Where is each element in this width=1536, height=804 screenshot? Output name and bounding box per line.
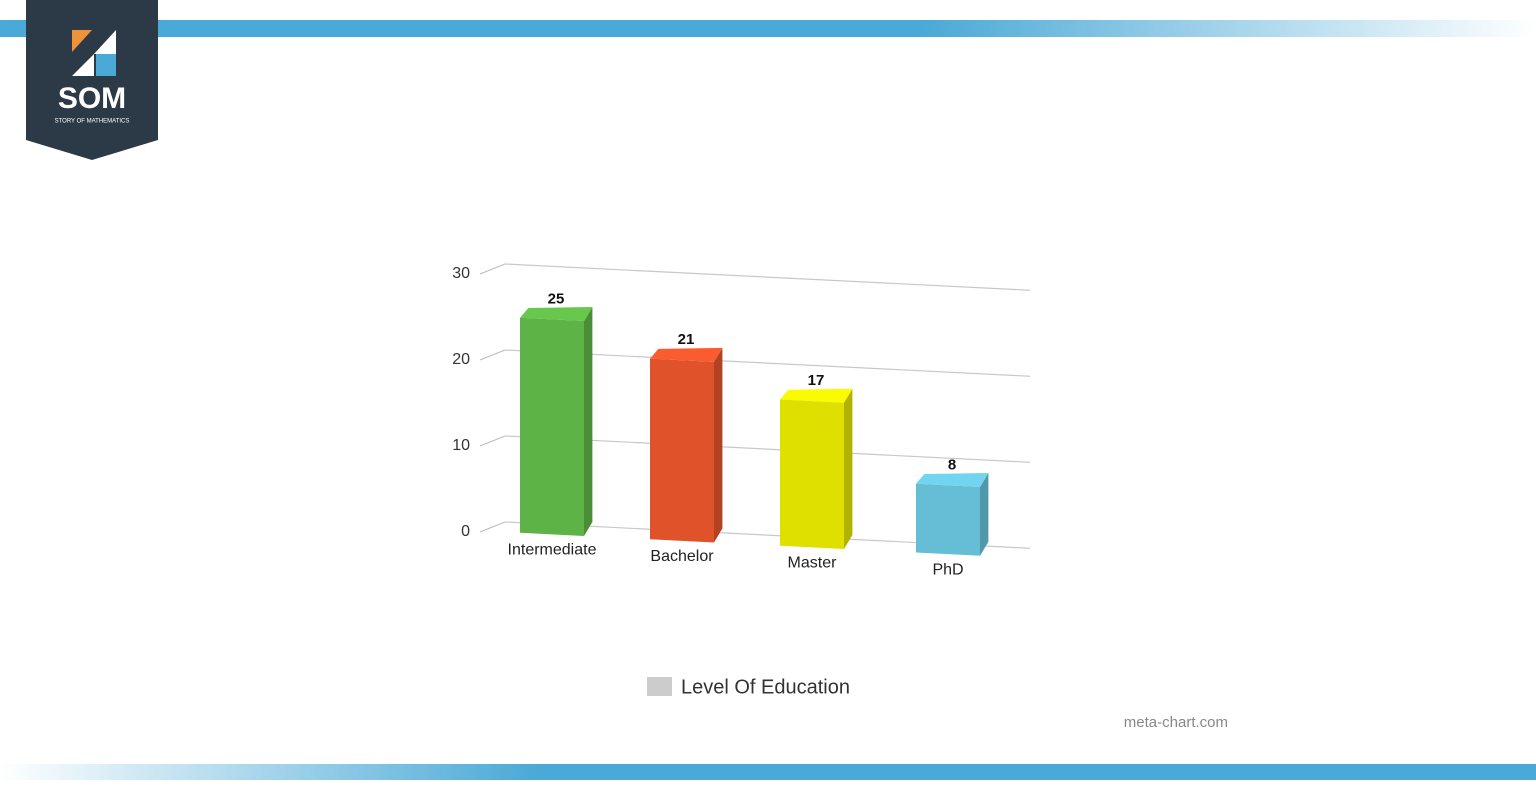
value-label: 8 [948, 456, 956, 473]
tick-mark [479, 349, 506, 361]
logo-title: SOM [58, 82, 126, 115]
bar [650, 358, 714, 543]
grid-line [504, 435, 1031, 463]
bar-side [980, 472, 989, 556]
y-tick-label: 20 [452, 351, 470, 368]
credit: meta-chart.com [1124, 714, 1228, 731]
bar-top [520, 306, 593, 321]
bar-top [650, 347, 723, 362]
bar [916, 483, 980, 556]
y-tick-label: 10 [452, 437, 470, 454]
logo-icon [72, 30, 92, 52]
top-band [0, 20, 1536, 37]
bar-top [780, 388, 853, 403]
tick-mark [479, 263, 506, 275]
bar [780, 399, 844, 549]
legend-swatch [647, 677, 672, 696]
x-tick-label: Bachelor [650, 548, 714, 565]
bar-side [844, 388, 853, 549]
x-tick-label: Master [788, 555, 838, 572]
value-label: 21 [678, 331, 695, 348]
y-tick-label: 0 [461, 523, 470, 540]
bar-side [584, 306, 593, 536]
grid-line [504, 349, 1031, 377]
tick-mark [479, 521, 506, 533]
tick-mark [479, 435, 506, 447]
x-tick-label: Intermediate [508, 542, 597, 559]
value-label: 25 [548, 290, 565, 307]
logo-icon [94, 30, 116, 54]
logo-icon [72, 54, 94, 76]
logo-icon [96, 54, 116, 76]
grid-line [504, 263, 1031, 291]
x-tick-label: PhD [932, 561, 963, 578]
y-tick-label: 30 [452, 265, 470, 282]
bar-top [916, 472, 989, 487]
value-label: 17 [808, 372, 825, 389]
bar-side [714, 347, 723, 543]
bottom-band [0, 764, 1536, 780]
legend-label: Level Of Education [681, 676, 850, 698]
logo-shield [26, 0, 158, 160]
bar [520, 317, 584, 536]
logo: SOM STORY OF MATHEMATICS [26, 0, 158, 160]
logo-subtitle: STORY OF MATHEMATICS [55, 119, 130, 125]
